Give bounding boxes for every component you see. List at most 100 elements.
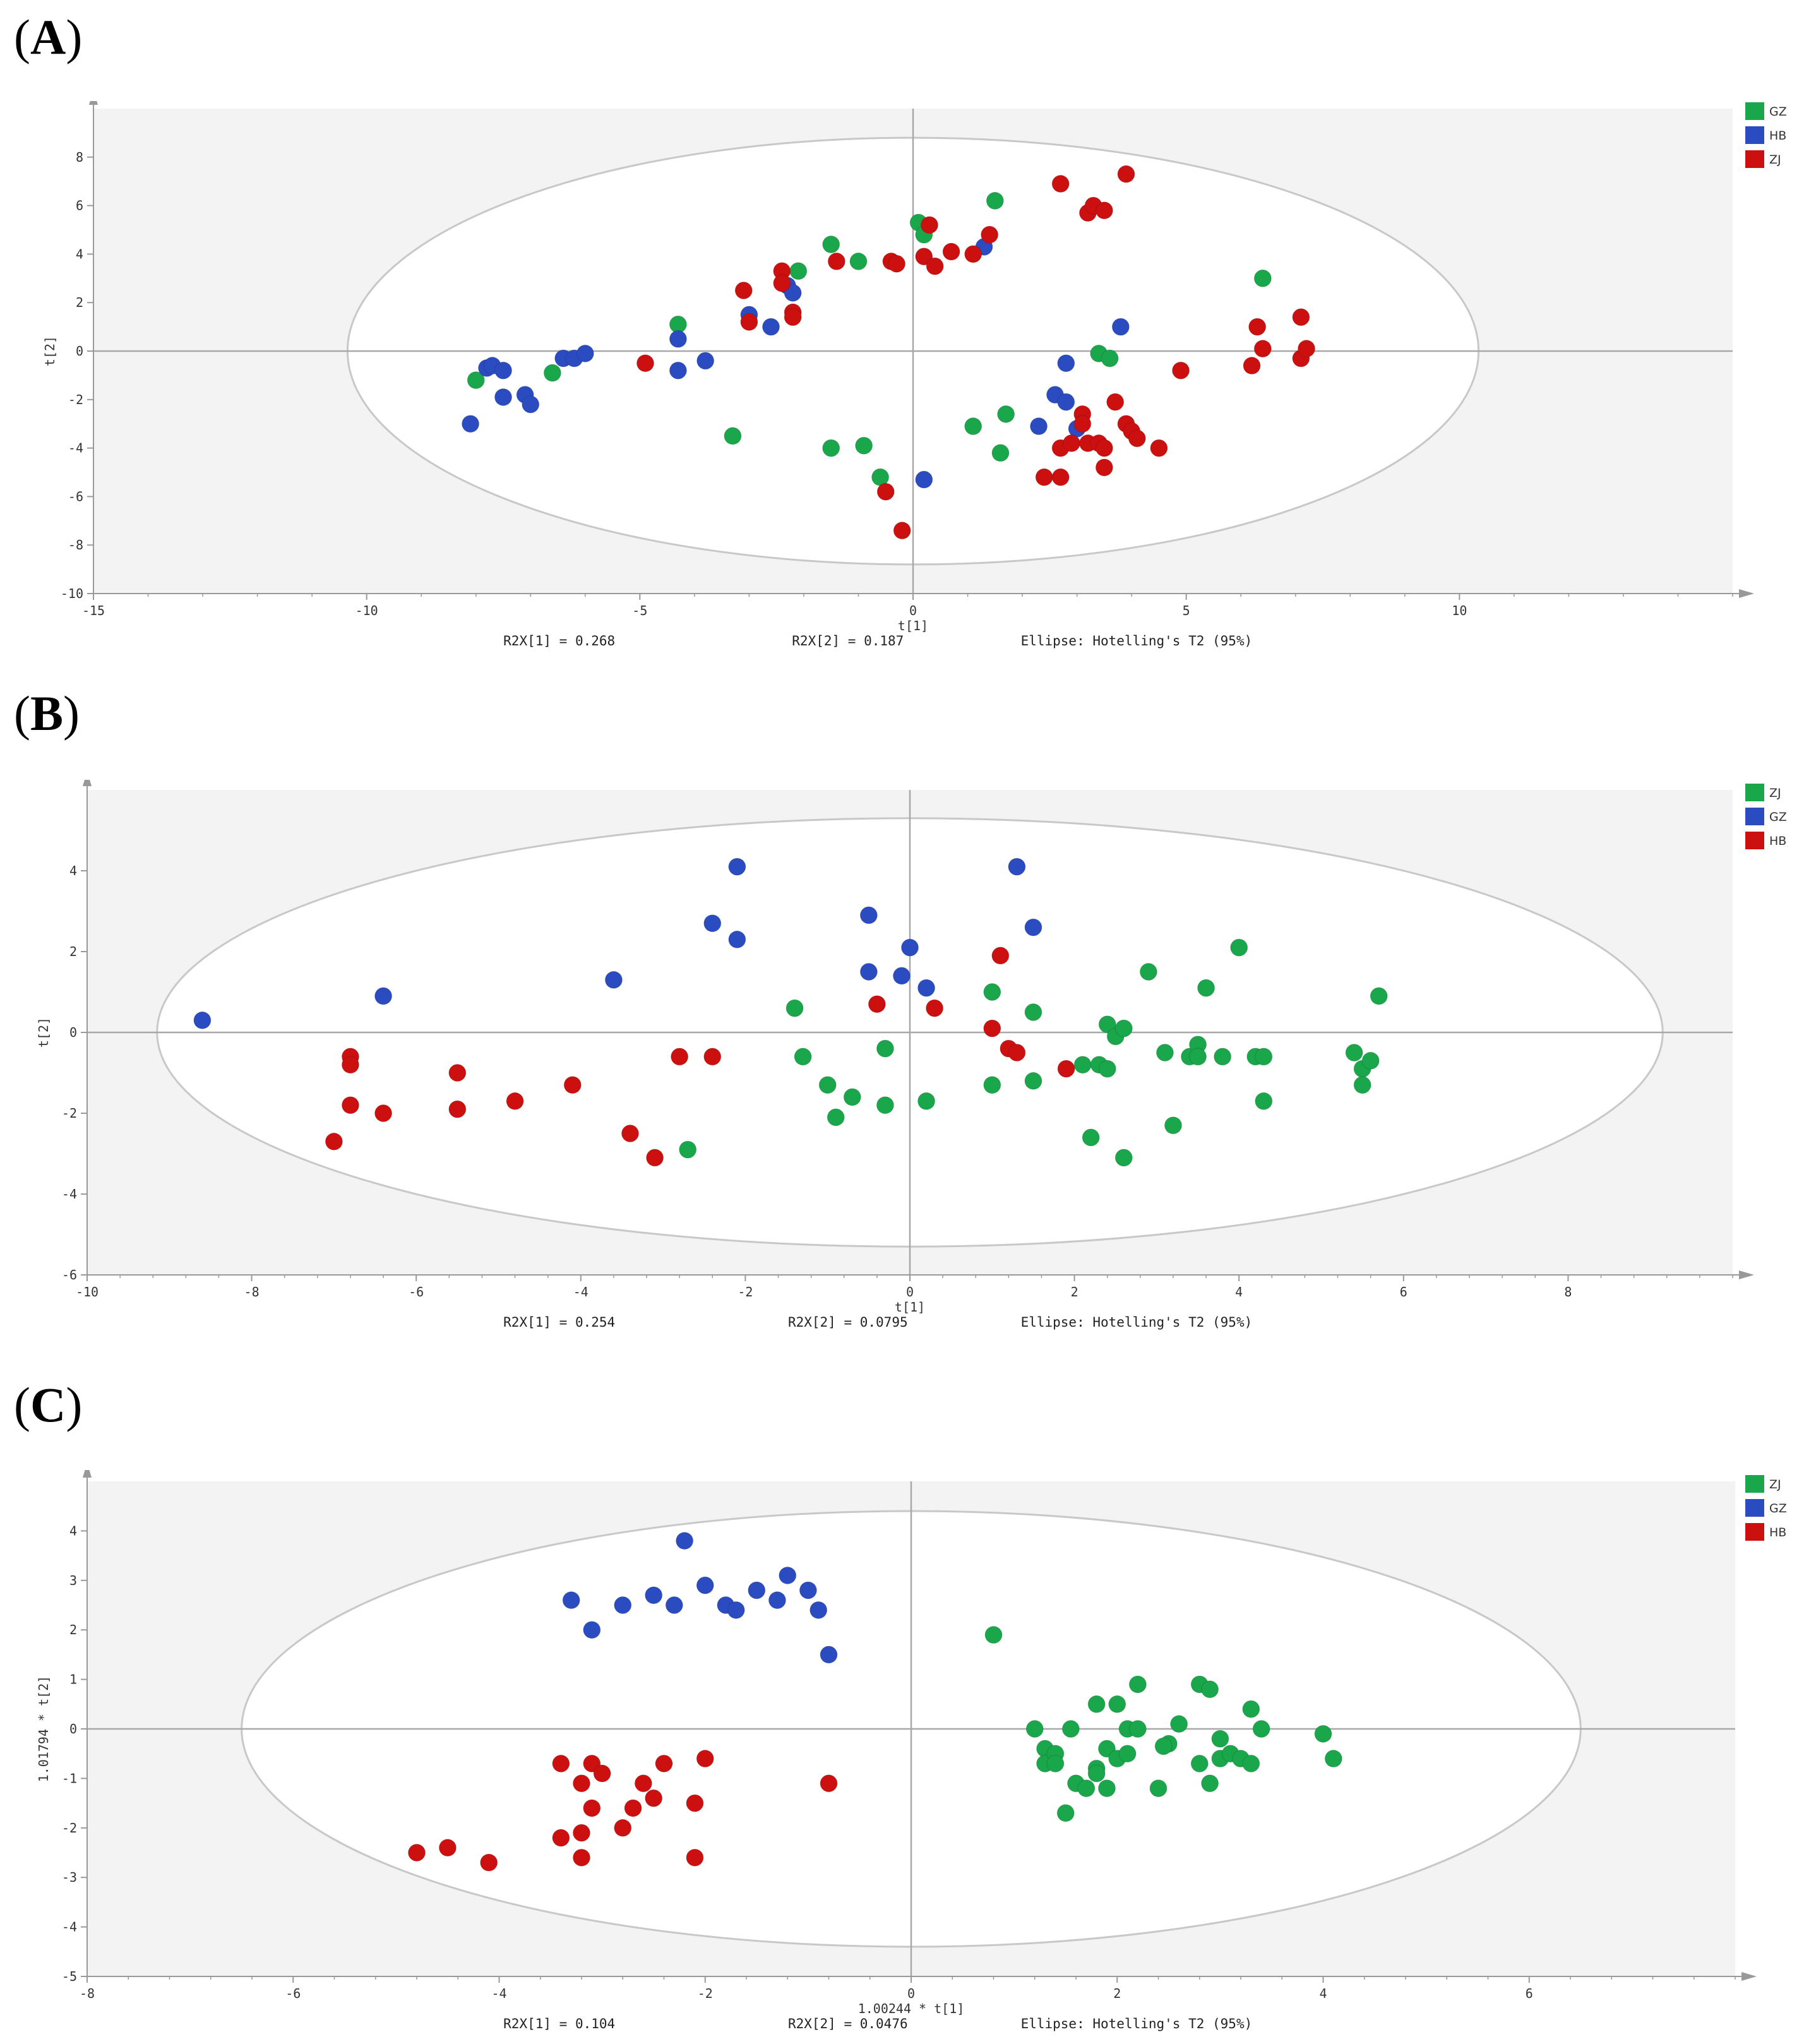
legend-swatch-gz bbox=[1745, 1499, 1764, 1517]
data-point-zj bbox=[1087, 1764, 1106, 1783]
data-point-hb bbox=[645, 1789, 663, 1807]
data-point-hb bbox=[696, 1750, 714, 1768]
data-point-gz bbox=[1253, 269, 1272, 287]
data-point-zj bbox=[964, 245, 983, 263]
y-tick-label: 2 bbox=[69, 1622, 77, 1637]
y-axis-arrow bbox=[89, 101, 98, 105]
data-point-hb bbox=[408, 1844, 426, 1862]
data-point-hb bbox=[576, 344, 594, 362]
data-point-zj bbox=[876, 1039, 894, 1058]
y-tick-label: 0 bbox=[76, 344, 83, 359]
data-point-hb bbox=[341, 1096, 359, 1115]
data-point-hb bbox=[983, 1019, 1001, 1037]
data-point-hb bbox=[703, 1048, 722, 1066]
x-tick-label: -15 bbox=[82, 603, 105, 618]
data-point-zj bbox=[1361, 1051, 1380, 1070]
data-point-hb bbox=[762, 318, 780, 336]
data-point-zj bbox=[818, 1076, 837, 1094]
data-point-gz bbox=[374, 987, 393, 1005]
data-point-hb bbox=[926, 999, 944, 1017]
data-point-hb bbox=[868, 995, 886, 1013]
data-point-gz bbox=[724, 427, 742, 445]
data-point-zj bbox=[827, 1108, 845, 1127]
data-point-zj bbox=[1082, 1128, 1100, 1147]
data-point-zj bbox=[1324, 1750, 1342, 1768]
data-point-gz bbox=[779, 1566, 797, 1584]
data-point-zj bbox=[1051, 468, 1070, 486]
data-point-zj bbox=[1190, 1754, 1209, 1772]
data-point-zj bbox=[1150, 439, 1168, 457]
y-axis-title: t[2] bbox=[36, 1017, 51, 1048]
data-point-gz bbox=[789, 262, 808, 280]
data-point-zj bbox=[1046, 1754, 1065, 1772]
y-tick-label: -2 bbox=[62, 1106, 77, 1121]
data-point-zj bbox=[942, 242, 960, 261]
data-point-gz bbox=[901, 938, 919, 957]
data-point-zj bbox=[984, 1626, 1003, 1644]
data-point-hb bbox=[1111, 318, 1130, 336]
data-point-hb bbox=[494, 388, 512, 406]
data-point-zj bbox=[1108, 1695, 1126, 1713]
data-point-zj bbox=[1172, 361, 1190, 380]
x-tick-label: 6 bbox=[1400, 1284, 1407, 1300]
y-tick-label: -5 bbox=[62, 1969, 77, 1984]
data-point-hb bbox=[621, 1125, 639, 1142]
y-tick-label: 6 bbox=[76, 198, 83, 213]
data-point-zj bbox=[1164, 1116, 1182, 1135]
data-point-gz bbox=[809, 1601, 828, 1619]
data-point-zj bbox=[1114, 1019, 1133, 1037]
data-point-gz bbox=[855, 436, 873, 455]
data-point-zj bbox=[1056, 1804, 1075, 1822]
data-point-zj bbox=[1230, 938, 1248, 957]
data-point-gz bbox=[820, 1646, 838, 1664]
data-point-hb bbox=[686, 1848, 704, 1867]
data-point-hb bbox=[624, 1799, 642, 1817]
x-tick-label: 10 bbox=[1452, 603, 1467, 618]
data-point-zj bbox=[1248, 318, 1267, 336]
x-tick-label: 0 bbox=[907, 1986, 915, 2001]
data-point-gz bbox=[986, 191, 1004, 210]
data-point-gz bbox=[768, 1591, 786, 1610]
x-axis-title: t[1] bbox=[898, 618, 928, 633]
data-point-hb bbox=[991, 947, 1010, 965]
data-point-gz bbox=[604, 971, 623, 989]
data-point-hb bbox=[438, 1839, 457, 1857]
data-point-gz bbox=[665, 1596, 683, 1614]
data-point-zj bbox=[1073, 415, 1092, 433]
data-point-zj bbox=[773, 274, 791, 292]
y-axis-title: 1.01794 * t[2] bbox=[36, 1676, 51, 1783]
data-point-zj bbox=[1242, 1700, 1260, 1718]
data-point-gz bbox=[583, 1621, 601, 1639]
legend-label-gz: GZ bbox=[1769, 1502, 1787, 1515]
data-point-zj bbox=[1255, 1092, 1273, 1110]
footer-stat: R2X[2] = 0.0476 bbox=[788, 2016, 908, 2031]
x-tick-label: 2 bbox=[1071, 1284, 1078, 1300]
x-tick-label: -5 bbox=[632, 603, 647, 618]
data-point-gz bbox=[562, 1591, 580, 1610]
data-point-hb bbox=[341, 1056, 359, 1074]
data-point-hb bbox=[374, 1104, 393, 1122]
y-tick-label: -8 bbox=[68, 537, 83, 553]
data-point-hb bbox=[1030, 417, 1048, 436]
data-point-zj bbox=[1252, 1720, 1270, 1738]
data-point-zj bbox=[1292, 308, 1310, 326]
data-point-zj bbox=[920, 216, 938, 234]
data-point-zj bbox=[876, 1096, 894, 1115]
data-point-gz bbox=[964, 417, 983, 436]
data-point-zj bbox=[1025, 1720, 1044, 1738]
data-point-hb bbox=[646, 1149, 664, 1167]
data-point-zj bbox=[1024, 1072, 1042, 1090]
y-tick-label: -4 bbox=[62, 1920, 77, 1935]
data-point-hb bbox=[480, 1853, 498, 1872]
data-point-zj bbox=[1243, 357, 1261, 375]
data-point-gz bbox=[728, 930, 746, 948]
data-point-zj bbox=[917, 1092, 936, 1110]
data-point-hb bbox=[494, 361, 512, 380]
data-point-gz bbox=[859, 906, 878, 924]
data-point-gz bbox=[1101, 349, 1119, 368]
x-tick-label: -6 bbox=[409, 1284, 424, 1300]
legend-label-gz: GZ bbox=[1769, 105, 1787, 119]
data-point-gz bbox=[193, 1011, 212, 1029]
data-point-hb bbox=[573, 1774, 590, 1793]
data-point-gz bbox=[543, 364, 561, 382]
